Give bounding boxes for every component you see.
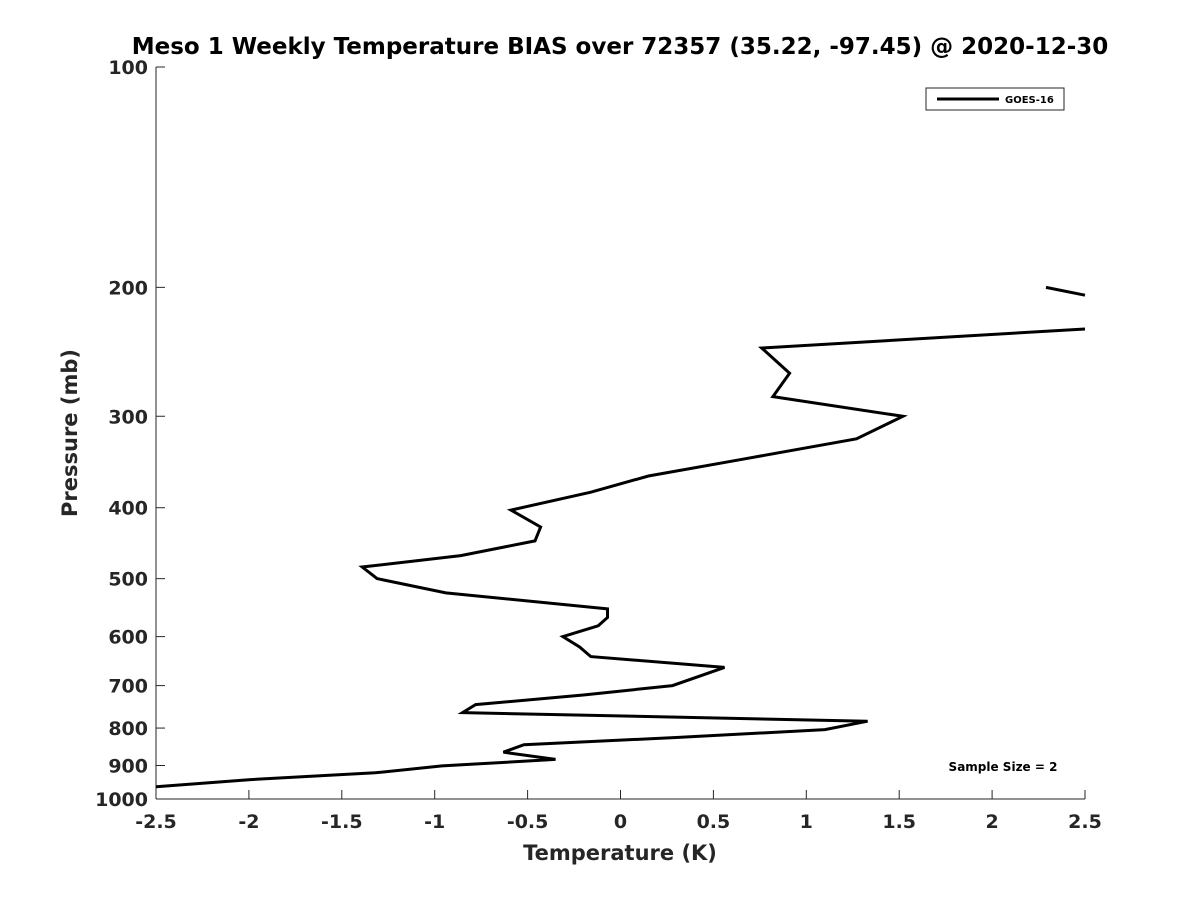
series-line-goes-16-segment-1 <box>1045 285 1086 297</box>
x-tick-label: 0.5 <box>697 811 731 833</box>
y-tick-label: 600 <box>108 627 148 649</box>
y-axis-label: Pressure (mb) <box>58 349 82 517</box>
y-tick-label: 800 <box>108 718 148 740</box>
sample-size-annotation: Sample Size = 2 <box>949 760 1058 774</box>
legend-label-goes-16: GOES-16 <box>1005 95 1054 106</box>
y-ticks: 100 200 300 400 500 600 700 800 900 1000 <box>95 57 165 811</box>
x-tick-label: 0 <box>614 811 627 833</box>
x-tick-label: 2 <box>985 811 998 833</box>
series-group <box>155 285 1086 789</box>
plot-area: -2.5 -2 -1.5 -1 -0.5 0 0.5 1 1.5 2 2.5 100 200 300 40… <box>95 57 1102 833</box>
x-tick-label: -0.5 <box>507 811 549 833</box>
x-tick-label: -2.5 <box>135 811 177 833</box>
x-axis-label: Temperature (K) <box>523 841 717 865</box>
x-tick-label: 2.5 <box>1068 811 1102 833</box>
y-tick-label: 300 <box>108 406 148 428</box>
x-tick-label: 1 <box>800 811 813 833</box>
chart-title: Meso 1 Weekly Temperature BIAS over 7235… <box>132 34 1109 60</box>
y-tick-label: 500 <box>108 569 148 591</box>
series-line-goes-16-segment-2 <box>155 327 1086 789</box>
y-tick-label: 700 <box>108 676 148 698</box>
y-tick-label: 400 <box>108 498 148 520</box>
x-tick-label: -1.5 <box>321 811 363 833</box>
legend: GOES-16 <box>925 87 1065 111</box>
x-tick-label: -1 <box>424 811 445 833</box>
x-tick-label: 1.5 <box>882 811 916 833</box>
x-tick-label: -2 <box>238 811 259 833</box>
y-tick-label: 200 <box>108 277 148 299</box>
y-tick-label: 900 <box>108 756 148 778</box>
y-tick-label: 100 <box>108 57 148 79</box>
y-tick-label: 1000 <box>95 789 148 811</box>
x-ticks: -2.5 -2 -1.5 -1 -0.5 0 0.5 1 1.5 2 2.5 <box>135 790 1102 833</box>
